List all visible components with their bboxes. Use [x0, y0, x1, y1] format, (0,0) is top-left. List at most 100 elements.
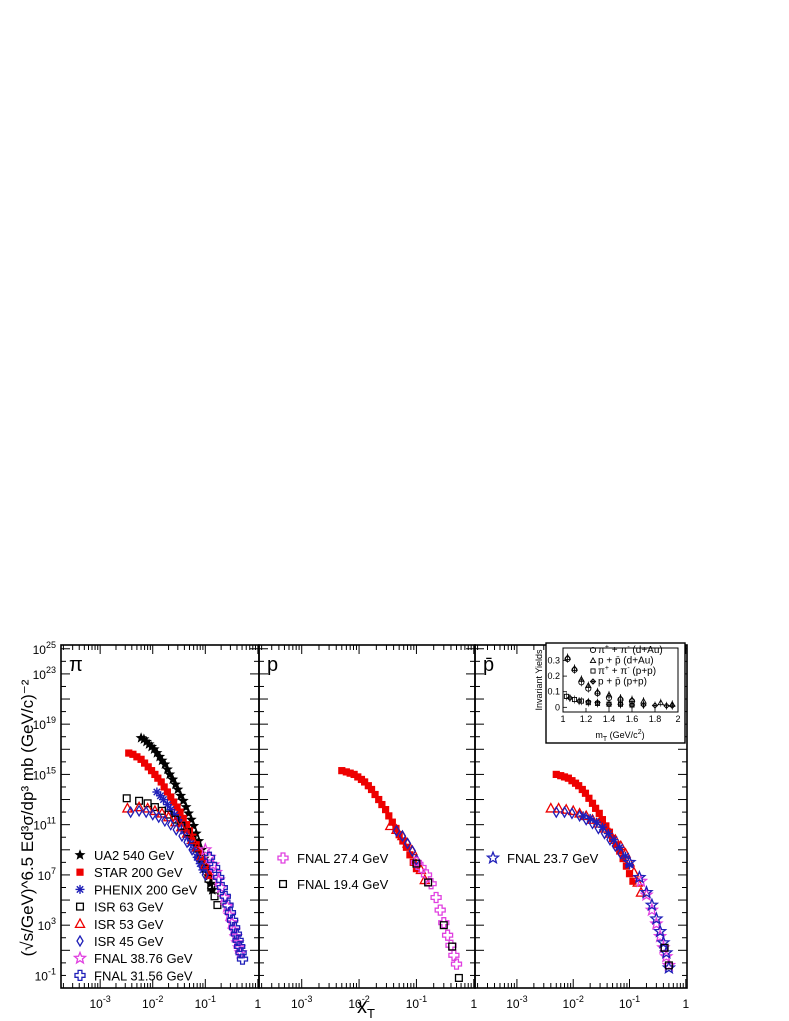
series-star-200-gev — [552, 770, 637, 885]
data-point — [350, 770, 358, 779]
inset-data-point — [564, 653, 571, 660]
inset-data-point — [617, 694, 624, 701]
data-point — [338, 767, 346, 775]
data-point — [625, 870, 634, 878]
data-point — [162, 800, 172, 810]
data-point — [378, 800, 386, 809]
data-point — [639, 887, 654, 902]
data-point — [138, 733, 150, 744]
data-point — [592, 804, 600, 812]
data-point — [385, 812, 393, 820]
inset-x-title: mT (GeV/c2) — [595, 729, 644, 743]
inset-data-point — [605, 700, 613, 708]
legend-label: FNAL 19.4 GeV — [297, 877, 389, 892]
axes-layer: 10-3 10-2 10-1 1 π 10-3 10-2 10-1 1 p 10-3 10-2 10-1… — [18, 640, 689, 1021]
legend-marker — [485, 850, 501, 865]
data-point — [204, 877, 216, 889]
data-point — [597, 822, 607, 832]
data-point — [656, 935, 671, 949]
data-point — [438, 917, 450, 929]
x-axis-title: xT — [357, 996, 375, 1021]
data-point — [375, 795, 383, 804]
data-point — [430, 891, 442, 904]
data-point — [660, 943, 669, 952]
data-point — [176, 808, 184, 816]
data-point — [371, 790, 379, 799]
data-point — [622, 854, 637, 869]
data-point — [545, 802, 557, 813]
x-tick-label: 1 — [682, 997, 689, 1011]
data-point — [598, 816, 607, 824]
legend-marker — [277, 852, 289, 864]
data-point — [652, 923, 668, 938]
data-point — [342, 768, 350, 776]
data-point — [154, 751, 166, 762]
legend-marker — [75, 884, 85, 894]
x-tick-label: 10-3 — [506, 994, 527, 1011]
data-point — [170, 798, 178, 806]
inset-data-point — [575, 697, 583, 705]
data-point — [649, 916, 664, 931]
x-tick-label: 10-1 — [619, 994, 640, 1011]
data-point — [183, 807, 194, 818]
inset-legend-label: π+ + π- (d+Au) — [598, 644, 663, 656]
inset-y-title: Invariant Yields — [534, 649, 544, 711]
series-ua2-540-gev — [135, 732, 218, 895]
inset-x-tick-label: 1 — [560, 714, 565, 724]
legend-marker — [74, 849, 86, 860]
data-point — [189, 833, 197, 841]
y-axis-title: (√s/GeV)^6.5 Ed³σ/dp³ mb (GeV/c)⁻² — [18, 679, 37, 956]
data-point — [219, 890, 231, 902]
data-point — [568, 807, 576, 820]
data-point — [395, 831, 403, 839]
data-point — [454, 973, 463, 982]
data-point — [201, 868, 210, 882]
data-point — [175, 821, 187, 832]
data-point — [361, 778, 369, 786]
legend-label: ISR 63 GeV — [94, 900, 164, 915]
inset-data-point — [657, 699, 665, 706]
data-point — [560, 805, 569, 819]
series-isr-45-gev — [392, 824, 421, 867]
data-point — [197, 859, 206, 873]
data-point — [162, 810, 175, 822]
data-point — [169, 778, 181, 790]
data-point — [198, 842, 213, 856]
data-point — [122, 794, 131, 803]
data-point — [595, 809, 603, 817]
inset-legend-marker — [589, 646, 597, 654]
inset-data-point — [628, 701, 636, 709]
data-point — [161, 814, 169, 828]
inset-x-tick-label: 1.4 — [603, 714, 616, 724]
data-point — [603, 828, 613, 838]
series-fnal-27-4-gev — [410, 856, 463, 970]
data-point — [621, 851, 631, 861]
data-point — [381, 805, 390, 814]
data-point — [157, 778, 165, 786]
legend-marker — [74, 969, 86, 982]
x-tick-label: 10-2 — [348, 994, 369, 1011]
data-point — [226, 914, 239, 926]
data-point — [408, 844, 417, 858]
data-point — [172, 823, 181, 836]
inset-y-tick-label: 0.2 — [547, 671, 560, 681]
y-tick-label: 1011 — [33, 816, 56, 833]
inset-series-diamond-plus — [566, 693, 676, 710]
x-tick-label: 10-2 — [142, 994, 163, 1011]
y-tick-label: 1023 — [33, 665, 56, 682]
data-point — [148, 808, 157, 821]
data-point — [664, 961, 673, 970]
y-tick-label: 103 — [38, 916, 56, 933]
data-point — [185, 813, 197, 825]
series-fnal-31-56-gev — [203, 851, 249, 965]
data-point — [439, 921, 448, 930]
data-point — [609, 835, 619, 845]
panel-title: p̄ — [483, 654, 494, 676]
data-point — [441, 929, 454, 941]
data-point — [137, 755, 145, 763]
inset-data-point — [617, 700, 624, 708]
inset-data-point — [566, 694, 574, 702]
data-point — [354, 773, 362, 781]
